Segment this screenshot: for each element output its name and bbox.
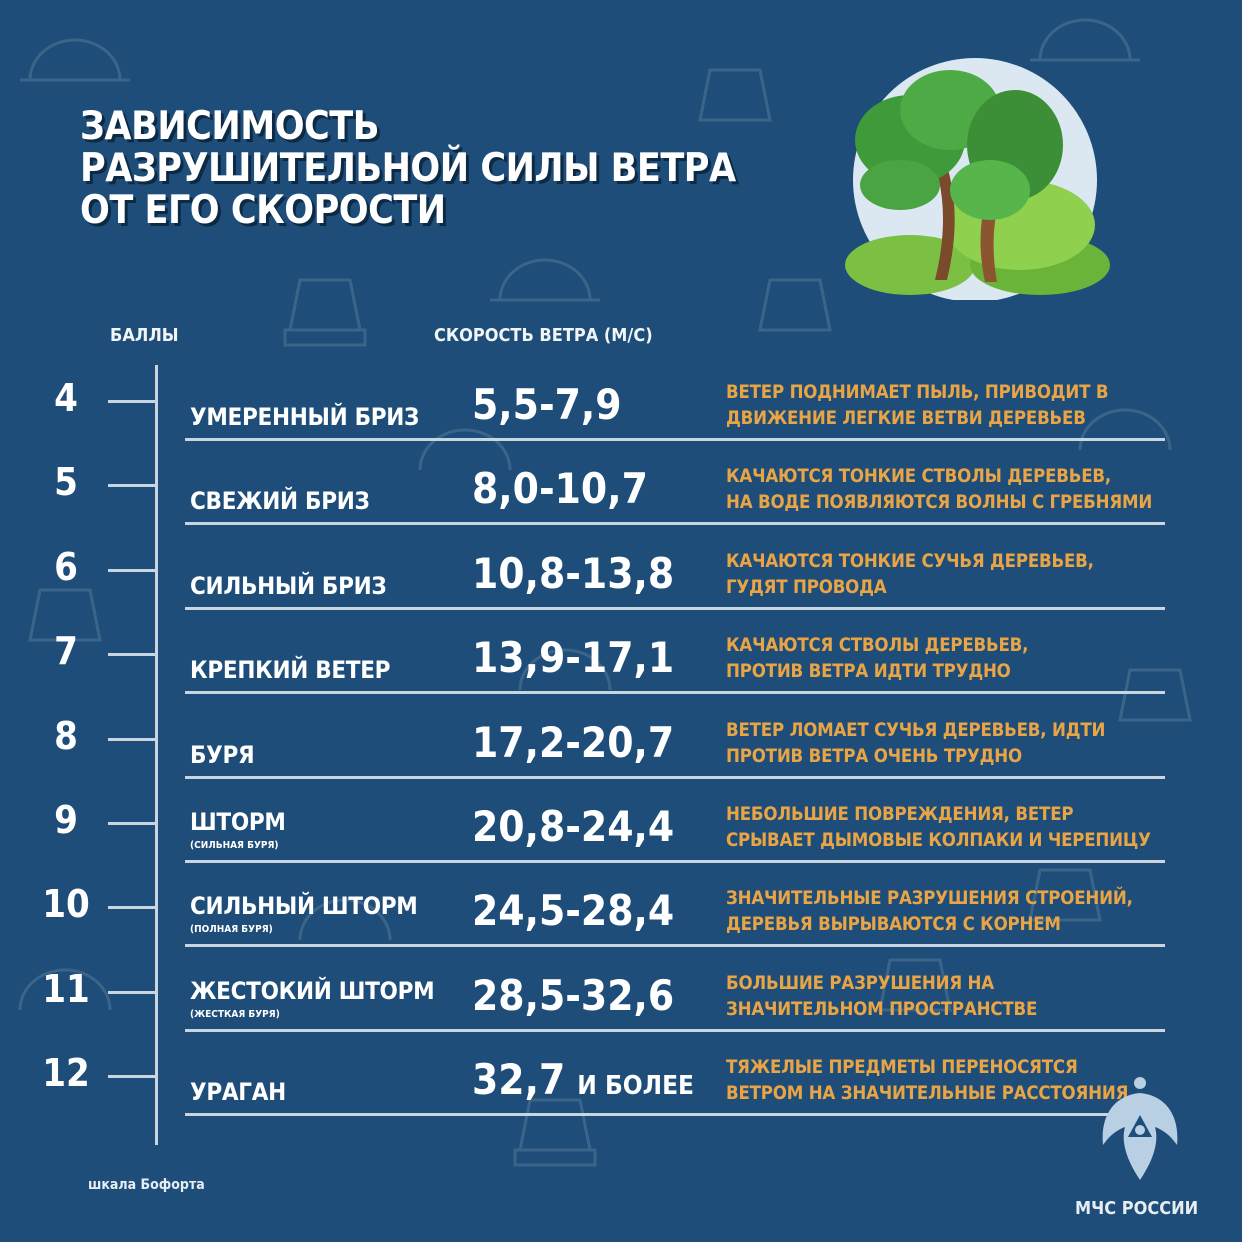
description-line: ВЕТЕР ПОДНИМАЕТ ПЫЛЬ, ПРИВОДИТ В bbox=[726, 382, 1109, 403]
points-column-header: БАЛЛЫ bbox=[110, 325, 179, 346]
description-line: НЕБОЛЬШИЕ ПОВРЕЖДЕНИЯ, ВЕТЕР bbox=[726, 804, 1074, 825]
wind-speed: 32,7 И БОЛЕЕ bbox=[472, 1055, 694, 1104]
beaufort-number: 11 bbox=[42, 966, 90, 1011]
description-line: КАЧАЮТСЯ СТВОЛЫ ДЕРЕВЬЕВ, bbox=[726, 635, 1029, 657]
scale-axis-line bbox=[155, 365, 158, 1145]
scale-tick bbox=[108, 568, 156, 572]
scale-tick bbox=[108, 484, 156, 488]
row-separator bbox=[185, 606, 1165, 610]
scale-tick bbox=[108, 1075, 156, 1079]
description-line: ВЕТРОМ НА ЗНАЧИТЕЛЬНЫЕ РАССТОЯНИЯ bbox=[726, 1083, 1129, 1105]
wind-speed-value: 10,8-13,8 bbox=[472, 548, 675, 598]
wind-speed: 5,5-7,9 bbox=[472, 380, 622, 429]
description-line: КАЧАЮТСЯ ТОНКИЕ СУЧЬЯ ДЕРЕВЬЕВ, bbox=[726, 550, 1094, 572]
description-line: СРЫВАЕТ ДЫМОВЫЕ КОЛПАКИ И ЧЕРЕПИЦУ bbox=[726, 830, 1151, 851]
wind-tree-illustration bbox=[845, 58, 1110, 300]
beaufort-number: 10 bbox=[42, 882, 90, 927]
wind-effect-description: ВЕТЕР ПОДНИМАЕТ ПЫЛЬ, ПРИВОДИТ В ДВИЖЕНИЕ… bbox=[726, 380, 1109, 432]
title-line-1: ЗАВИСИМОСТЬ bbox=[80, 104, 379, 149]
wind-effect-description: ТЯЖЕЛЫЕ ПРЕДМЕТЫ ПЕРЕНОСЯТСЯ ВЕТРОМ НА ЗН… bbox=[726, 1055, 1128, 1107]
wind-name: УРАГАН bbox=[190, 1078, 286, 1107]
wind-speed-value: 5,5-7,9 bbox=[472, 380, 622, 429]
wind-speed: 8,0-10,7 bbox=[472, 464, 648, 513]
beaufort-number: 5 bbox=[54, 460, 78, 505]
wind-effect-description: НЕБОЛЬШИЕ ПОВРЕЖДЕНИЯ, ВЕТЕР СРЫВАЕТ ДЫМО… bbox=[726, 802, 1151, 854]
wind-speed: 28,5-32,6 bbox=[472, 971, 674, 1020]
wind-speed: 17,2-20,7 bbox=[472, 718, 674, 767]
speed-column-header: СКОРОСТЬ ВЕТРА (М/С) bbox=[434, 325, 653, 346]
emercom-emblem-icon bbox=[1102, 1077, 1178, 1180]
wind-effect-description: КАЧАЮТСЯ ТОНКИЕ СУЧЬЯ ДЕРЕВЬЕВ, ГУДЯТ ПРО… bbox=[726, 549, 1094, 601]
wind-speed-suffix: И БОЛЕЕ bbox=[577, 1071, 695, 1102]
description-line: ВЕТЕР ЛОМАЕТ СУЧЬЯ ДЕРЕВЬЕВ, ИДТИ bbox=[726, 719, 1106, 741]
scale-tick bbox=[108, 990, 156, 994]
description-line: ГУДЯТ ПРОВОДА bbox=[726, 576, 887, 598]
wind-speed-value: 20,8-24,4 bbox=[472, 802, 675, 851]
wind-name-alt: (ПОЛНАЯ БУРЯ) bbox=[190, 924, 273, 936]
wind-name: СВЕЖИЙ БРИЗ bbox=[190, 487, 370, 516]
source-note: шкала Бофорта bbox=[88, 1177, 205, 1193]
emercom-logo-text: МЧС РОССИИ bbox=[1075, 1198, 1199, 1219]
page-title: ЗАВИСИМОСТЬ РАЗРУШИТЕЛЬНОЙ СИЛЫ ВЕТРА ОТ… bbox=[80, 106, 736, 232]
description-line: ЗНАЧИТЕЛЬНЫЕ РАЗРУШЕНИЯ СТРОЕНИЙ, bbox=[726, 888, 1133, 910]
wind-speed-value: 32,7 bbox=[472, 1055, 566, 1105]
beaufort-number: 6 bbox=[54, 544, 78, 589]
row-separator bbox=[185, 860, 1165, 863]
wind-speed-value: 8,0-10,7 bbox=[472, 464, 648, 514]
wind-effect-description: ВЕТЕР ЛОМАЕТ СУЧЬЯ ДЕРЕВЬЕВ, ИДТИ ПРОТИВ … bbox=[726, 718, 1105, 770]
beaufort-number: 9 bbox=[54, 798, 78, 842]
wind-name-alt: (СИЛЬНАЯ БУРЯ) bbox=[190, 840, 279, 851]
row-separator bbox=[185, 944, 1165, 948]
row-separator bbox=[185, 691, 1165, 695]
wind-speed: 10,8-13,8 bbox=[472, 549, 674, 598]
row-separator bbox=[185, 1113, 1165, 1117]
description-line: ДВИЖЕНИЕ ЛЕГКИЕ ВЕТВИ ДЕРЕВЬЕВ bbox=[726, 408, 1086, 429]
beaufort-number: 4 bbox=[54, 376, 78, 420]
row-separator bbox=[185, 1028, 1165, 1032]
wind-speed: 20,8-24,4 bbox=[472, 802, 674, 851]
wind-speed-value: 17,2-20,7 bbox=[472, 717, 675, 767]
scale-tick bbox=[108, 400, 156, 403]
description-line: ЗНАЧИТЕЛЬНОМ ПРОСТРАНСТВЕ bbox=[726, 998, 1038, 1020]
description-line: БОЛЬШИЕ РАЗРУШЕНИЯ НА bbox=[726, 972, 994, 994]
scale-tick bbox=[108, 737, 156, 741]
wind-effect-description: ЗНАЧИТЕЛЬНЫЕ РАЗРУШЕНИЯ СТРОЕНИЙ, ДЕРЕВЬЯ… bbox=[726, 886, 1133, 938]
wind-speed: 24,5-28,4 bbox=[472, 886, 674, 935]
description-line: ТЯЖЕЛЫЕ ПРЕДМЕТЫ ПЕРЕНОСЯТСЯ bbox=[726, 1057, 1078, 1079]
title-line-2: РАЗРУШИТЕЛЬНОЙ СИЛЫ ВЕТРА bbox=[80, 146, 736, 191]
wind-speed: 13,9-17,1 bbox=[472, 633, 674, 682]
scale-tick bbox=[108, 653, 156, 657]
wind-speed-value: 24,5-28,4 bbox=[472, 886, 675, 936]
title-line-3: ОТ ЕГО СКОРОСТИ bbox=[80, 188, 446, 233]
description-line: ДЕРЕВЬЯ ВЫРЫВАЮТСЯ С КОРНЕМ bbox=[726, 914, 1061, 936]
description-line: НА ВОДЕ ПОЯВЛЯЮТСЯ ВОЛНЫ С ГРЕБНЯМИ bbox=[726, 492, 1153, 514]
wind-speed-value: 13,9-17,1 bbox=[472, 633, 675, 683]
row-separator bbox=[185, 775, 1165, 779]
description-line: ПРОТИВ ВЕТРА ОЧЕНЬ ТРУДНО bbox=[726, 745, 1022, 767]
beaufort-number: 8 bbox=[54, 713, 78, 758]
description-line: ПРОТИВ ВЕТРА ИДТИ ТРУДНО bbox=[726, 661, 1011, 683]
wind-name: ЖЕСТОКИЙ ШТОРМ bbox=[190, 976, 435, 1005]
wind-name: БУРЯ bbox=[190, 740, 255, 769]
wind-effect-description: КАЧАЮТСЯ СТВОЛЫ ДЕРЕВЬЕВ, ПРОТИВ ВЕТРА ИД… bbox=[726, 633, 1028, 685]
description-line: КАЧАЮТСЯ ТОНКИЕ СТВОЛЫ ДЕРЕВЬЕВ, bbox=[726, 466, 1112, 488]
wind-speed-value: 28,5-32,6 bbox=[472, 970, 675, 1020]
row-separator bbox=[185, 522, 1165, 526]
beaufort-number: 12 bbox=[42, 1051, 90, 1096]
wind-name: УМЕРЕННЫЙ БРИЗ bbox=[190, 403, 420, 431]
wind-name: СИЛЬНЫЙ ШТОРМ bbox=[190, 892, 418, 921]
wind-effect-description: КАЧАЮТСЯ ТОНКИЕ СТВОЛЫ ДЕРЕВЬЕВ, НА ВОДЕ … bbox=[726, 464, 1152, 516]
beaufort-number: 7 bbox=[54, 629, 78, 674]
wind-name: СИЛЬНЫЙ БРИЗ bbox=[190, 571, 387, 600]
wind-name: КРЕПКИЙ ВЕТЕР bbox=[190, 656, 391, 685]
wind-name: ШТОРМ bbox=[190, 808, 286, 836]
scale-tick bbox=[108, 906, 156, 910]
row-separator bbox=[185, 438, 1165, 441]
wind-name-alt: (ЖЕСТКАЯ БУРЯ) bbox=[190, 1008, 280, 1020]
wind-effect-description: БОЛЬШИЕ РАЗРУШЕНИЯ НА ЗНАЧИТЕЛЬНОМ ПРОСТР… bbox=[726, 971, 1037, 1023]
scale-tick bbox=[108, 822, 156, 825]
